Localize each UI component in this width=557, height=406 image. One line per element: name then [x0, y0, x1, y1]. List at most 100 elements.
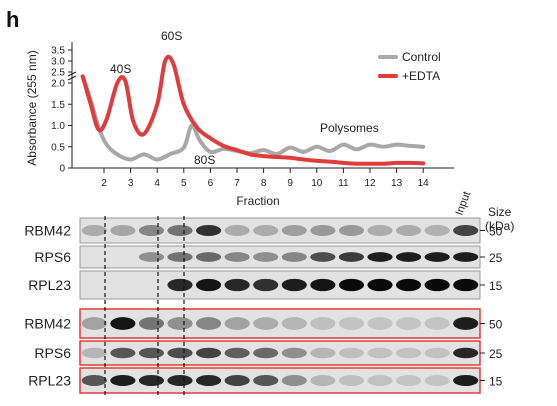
y-tick-label: 2.5	[51, 68, 65, 79]
blot-band	[253, 347, 279, 359]
blot-band	[396, 347, 422, 359]
blot-band	[424, 347, 450, 359]
blot-band	[338, 252, 364, 262]
blot-row-label: RPL23	[28, 373, 71, 389]
blot-band	[367, 252, 393, 262]
x-tick-label: 13	[391, 178, 403, 189]
blot-band	[253, 317, 279, 330]
blot-band	[138, 347, 164, 359]
series-line-edta	[80, 54, 426, 166]
blot-band	[110, 347, 136, 359]
blot-band	[281, 278, 307, 292]
blot-band	[367, 375, 393, 386]
blot-band	[281, 252, 307, 262]
blot-band	[138, 252, 164, 262]
x-tick-label: 8	[261, 178, 267, 189]
blot-band	[338, 347, 364, 359]
blot-row-edta-rbm42: RBM42 50	[24, 308, 503, 339]
size-header-unit: (kDa)	[485, 219, 514, 233]
blot-band	[196, 278, 222, 292]
blot-row-edta-rpl23: RPL23 15	[28, 367, 503, 394]
blot-row-control-rpl23: RPL23 15	[28, 270, 503, 300]
x-tick-label: 5	[181, 178, 187, 189]
blot-row-control-rps6: RPS6 25	[34, 245, 503, 269]
y-tick-label: 0.5	[51, 142, 65, 153]
blot-band	[196, 317, 222, 330]
size-marker-label: 50	[489, 318, 503, 332]
y-tick-group: 0 0.5 1.0 1.5 2.02.53.03.5	[51, 46, 72, 175]
blot-band	[396, 225, 422, 236]
blot-band	[138, 317, 164, 330]
blot-band	[224, 225, 250, 236]
y-tick-label: 1.0	[51, 121, 65, 132]
x-tick-label: 6	[208, 178, 214, 189]
blot-band	[138, 225, 164, 236]
lane-dividers	[104, 216, 185, 396]
x-tick-label: 4	[154, 178, 160, 189]
blot-band	[424, 375, 450, 386]
blot-band	[253, 278, 279, 292]
size-marker-label: 15	[489, 375, 503, 389]
absorbance-chart: Absorbance (255 nm) Fraction 0 0.5 1.0 1.5 2…	[25, 29, 454, 208]
blot-band	[453, 252, 479, 262]
blot-band	[396, 317, 422, 330]
axis-break-mark	[67, 75, 77, 81]
blot-band	[281, 375, 307, 386]
size-marker-label: 50	[489, 225, 503, 239]
y-tick-label: 3.5	[51, 46, 65, 57]
blot-band	[110, 375, 136, 386]
input-lane-label: Input	[454, 190, 474, 217]
blot-band	[167, 347, 193, 359]
blot-band	[310, 375, 336, 386]
x-tick-label: 3	[128, 178, 134, 189]
blot-band	[196, 252, 222, 262]
blot-band	[110, 225, 136, 236]
blot-band	[196, 347, 222, 359]
blot-band	[310, 252, 336, 262]
blot-band	[138, 375, 164, 386]
blot-band	[110, 317, 136, 330]
blot-band	[367, 278, 393, 292]
blot-band	[424, 252, 450, 262]
blot-band	[367, 225, 393, 236]
blot-band	[224, 278, 250, 292]
legend-label-edta: +EDTA	[402, 69, 440, 83]
x-tick-label: 12	[364, 178, 376, 189]
blot-band	[424, 317, 450, 330]
blot-band	[196, 375, 222, 386]
blot-band	[310, 317, 336, 330]
y-tick-label: 2.0	[51, 79, 65, 90]
blot-row-label: RBM42	[24, 316, 71, 332]
blot-band	[81, 317, 107, 330]
blot-band	[167, 317, 193, 330]
peak-label-80s: 80S	[194, 153, 215, 167]
peak-label-60s: 60S	[161, 29, 182, 43]
blot-band	[396, 252, 422, 262]
blot-band	[81, 225, 107, 236]
y-tick-label: 0	[59, 164, 65, 175]
x-tick-label: 10	[311, 178, 323, 189]
blot-row-label: RPL23	[28, 277, 71, 293]
legend-label-control: Control	[402, 50, 441, 64]
blot-band	[167, 278, 193, 292]
blot-band	[310, 278, 336, 292]
blot-band	[253, 225, 279, 236]
blot-band	[338, 317, 364, 330]
axis-break-mark	[67, 71, 77, 77]
size-marker-label: 25	[489, 347, 503, 361]
x-tick-label: 14	[418, 178, 430, 189]
blot-band	[253, 375, 279, 386]
blot-band	[281, 317, 307, 330]
blot-band	[167, 375, 193, 386]
y-tick-label: 3.0	[51, 57, 65, 68]
blot-band	[167, 252, 193, 262]
blot-band	[253, 252, 279, 262]
blot-band	[338, 225, 364, 236]
blot-band	[453, 317, 479, 330]
y-tick-label: 1.5	[51, 100, 65, 111]
blot-band	[338, 375, 364, 386]
blot-band	[281, 347, 307, 359]
blot-band	[81, 375, 107, 386]
x-axis-label: Fraction	[236, 194, 279, 208]
